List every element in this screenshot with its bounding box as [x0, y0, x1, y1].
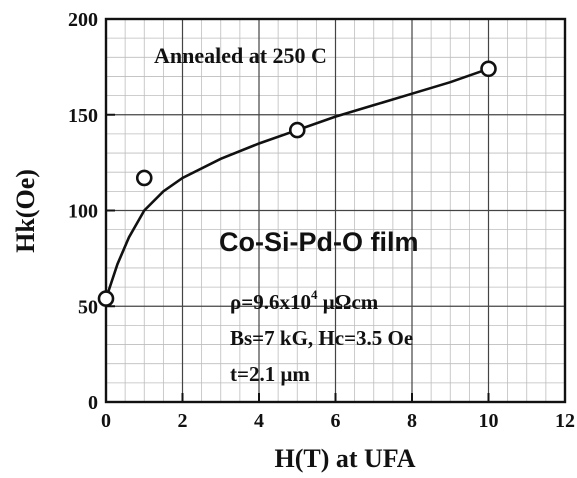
data-point — [135, 169, 153, 187]
annotation-treatment: Annealed at 250 C — [154, 43, 327, 68]
x-tick-label: 10 — [479, 410, 499, 432]
x-tick-label: 0 — [101, 410, 111, 432]
resistivity-unit: μΩcm — [317, 290, 378, 314]
x-tick-label: 12 — [555, 410, 575, 432]
annotation-film: Co-Si-Pd-O film — [219, 227, 418, 257]
y-tick-label: 200 — [68, 9, 98, 31]
data-point — [288, 121, 306, 139]
x-tick-label: 4 — [254, 410, 264, 432]
resistivity-main: ρ=9.6x10 — [230, 290, 311, 314]
annotation-thickness: t=2.1 μm — [230, 362, 310, 386]
y-tick-label: 0 — [88, 392, 98, 414]
data-point — [97, 290, 115, 307]
annotation-resistivity: ρ=9.6x104 μΩcm — [230, 287, 379, 314]
y-axis-label: Hk(Oe) — [11, 169, 40, 253]
x-tick-label: 8 — [407, 410, 417, 432]
annotation-magnetic: Bs=7 kG, Hc=3.5 Oe — [230, 326, 413, 350]
x-axis-label: H(T) at UFA — [274, 444, 415, 473]
x-tick-label: 6 — [331, 410, 341, 432]
resistivity-exponent: 4 — [311, 287, 318, 302]
data-point — [480, 60, 497, 78]
y-tick-label: 150 — [68, 105, 98, 127]
data-markers — [97, 60, 497, 307]
y-tick-label: 100 — [68, 201, 98, 223]
fit-curve — [104, 67, 489, 300]
tick-labels: 0 2 4 6 8 10 12 0 50 100 150 200 — [68, 9, 575, 432]
y-tick-label: 50 — [78, 296, 98, 318]
x-tick-label: 2 — [178, 410, 188, 432]
